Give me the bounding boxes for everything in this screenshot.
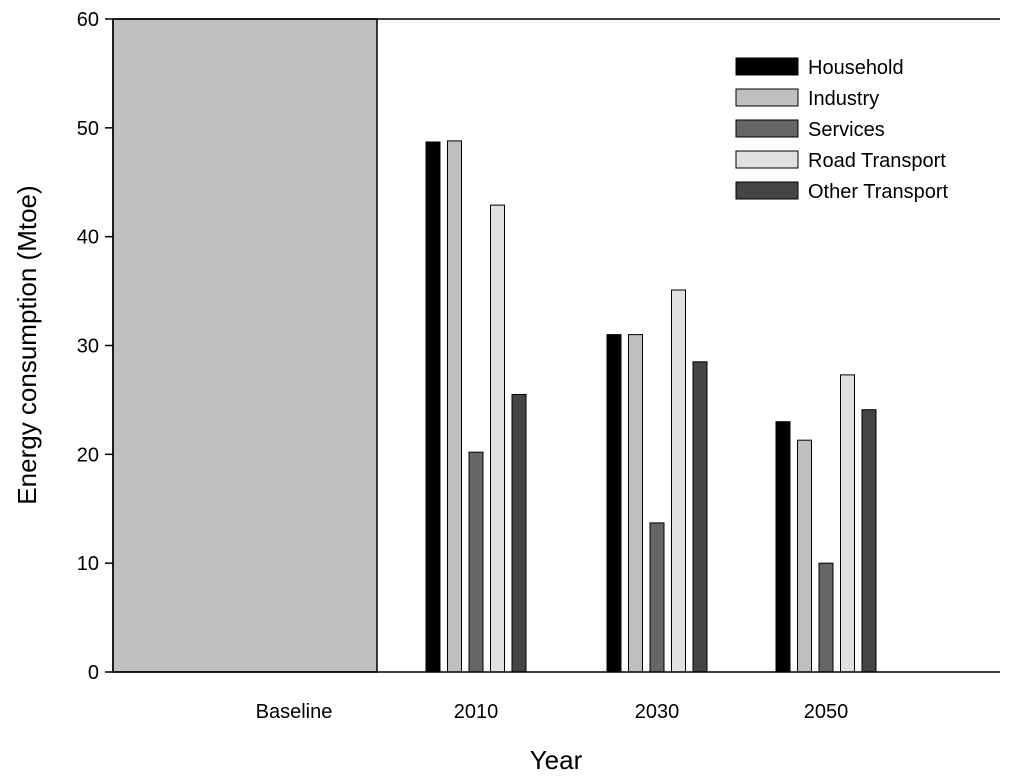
legend-label: Other Transport — [808, 181, 949, 203]
bar — [861, 409, 877, 673]
x-tick-label: 2010 — [454, 701, 499, 723]
bar — [775, 421, 791, 673]
bar — [606, 334, 622, 673]
bar — [628, 334, 643, 673]
legend-swatch — [735, 88, 799, 107]
bar — [840, 374, 855, 673]
x-axis-ticks: Baseline 2010 2030 2050 — [256, 701, 849, 723]
bar — [447, 140, 462, 673]
legend-label: Road Transport — [808, 150, 946, 172]
y-tick-label: 60 — [77, 9, 99, 31]
y-axis-ticks: 0 10 20 30 40 50 60 — [77, 9, 113, 684]
y-tick-label: 20 — [77, 444, 99, 466]
legend-label: Services — [808, 119, 885, 141]
baseline-bar — [112, 18, 378, 673]
x-axis-label: Year — [530, 745, 583, 775]
bar — [797, 439, 812, 673]
bar — [511, 393, 527, 673]
y-tick-label: 30 — [77, 336, 99, 358]
x-tick-label: Baseline — [256, 701, 333, 723]
legend-swatch — [735, 119, 799, 138]
plot-area — [112, 18, 1000, 673]
y-tick-label: 40 — [77, 227, 99, 249]
y-axis-label: Energy consumption (Mtoe) — [12, 185, 42, 504]
legend-swatch — [735, 150, 799, 169]
bar — [490, 204, 505, 673]
bar — [671, 289, 686, 673]
x-tick-label: 2050 — [804, 701, 849, 723]
bar — [468, 451, 484, 673]
y-tick-label: 0 — [88, 662, 99, 684]
x-tick-label: 2030 — [635, 701, 680, 723]
bar — [818, 562, 834, 673]
bar — [692, 361, 708, 673]
legend-swatch — [735, 57, 799, 76]
bar — [425, 141, 441, 673]
y-tick-label: 50 — [77, 118, 99, 140]
legend: Household Industry Services Road Transport O… — [735, 57, 949, 203]
bar — [649, 522, 665, 673]
legend-label: Industry — [808, 88, 879, 110]
bar-groups — [425, 140, 877, 673]
legend-swatch — [735, 181, 799, 200]
y-tick-label: 10 — [77, 553, 99, 575]
legend-label: Household — [808, 57, 904, 79]
